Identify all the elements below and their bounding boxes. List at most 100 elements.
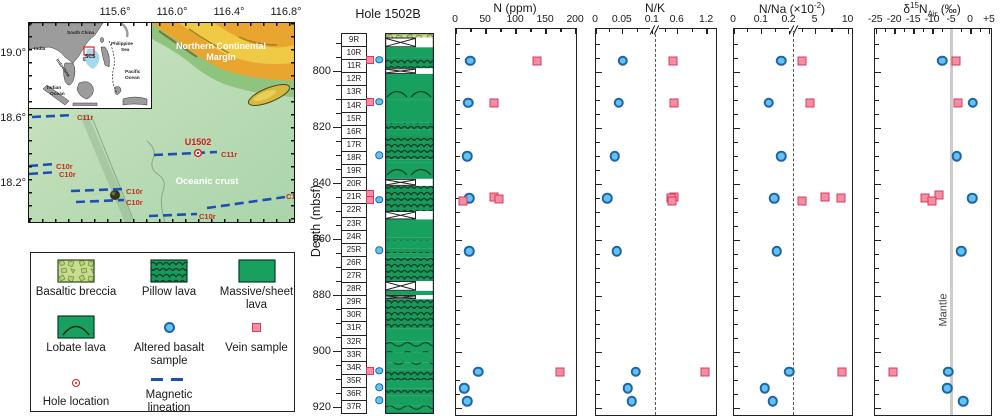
x-minor-tick-mark: [903, 29, 906, 32]
depth-tick-mark: [734, 338, 738, 340]
x-tick-label: 50: [479, 13, 491, 25]
depth-tick-label: 880: [312, 289, 331, 302]
core-label: 15R: [341, 111, 367, 126]
inset-map: South China SCS Philippine Sea Pacific Ocean I…: [28, 22, 152, 109]
core-label: 26R: [341, 255, 367, 270]
x-minor-tick-mark: [530, 29, 532, 32]
x-minor-tick-mark: [801, 29, 804, 32]
depth-tick-mark: [596, 324, 600, 326]
vein-sample-marker: [366, 97, 374, 106]
depth-tick-mark: [596, 44, 600, 46]
lithology-svg: [385, 33, 434, 414]
depth-tick-mark: [734, 268, 738, 270]
depth-minor-tick: [336, 196, 341, 198]
depth-tick-mark: [596, 310, 600, 312]
axis-break-dashed-line: [793, 29, 794, 415]
altered-basalt-sample-icon: [163, 321, 175, 333]
x-tick-mark: [970, 29, 972, 34]
depth-tick-mark: [875, 184, 881, 186]
depth-minor-tick: [336, 210, 341, 212]
magnetic-lineation-icon: [151, 377, 187, 381]
depth-tick-mark: [456, 352, 462, 354]
magnetic-lineation-line: [28, 162, 55, 168]
depth-tick-mark: [596, 170, 600, 172]
x-tick-mark: [894, 29, 896, 34]
depth-tick-mark: [875, 198, 879, 200]
margin-label-line2: Margin: [206, 52, 236, 62]
depth-tick-mark: [875, 240, 881, 242]
depth-minor-tick: [336, 280, 341, 282]
map-bottom-ticks: [29, 219, 294, 222]
magnetic-lineation-line: [31, 113, 75, 119]
x-minor-tick-mark: [747, 29, 749, 32]
x-tick-label: 10: [841, 13, 854, 25]
inset-geo-label: India: [34, 46, 46, 52]
depth-tick-mark: [456, 254, 460, 256]
depth-tick-label: 920: [312, 401, 331, 413]
depth-tick-mark: [734, 408, 740, 409]
legend-item-massive: Massive/sheet lava: [217, 259, 296, 315]
core-label: 35R: [341, 373, 367, 388]
depth-minor-tick: [336, 266, 341, 268]
altered-basalt-point-d15n: [951, 150, 963, 162]
x-tick-label: -10: [924, 13, 940, 25]
seamount-ridge: [247, 84, 291, 106]
x-minor-tick-mark: [500, 29, 502, 32]
depth-tick-mark: [456, 100, 460, 102]
altered-basalt-point-n-na: [768, 192, 780, 204]
depth-tick-mark: [456, 226, 460, 228]
depth-tick-mark: [734, 380, 738, 381]
depth-major-tick: [333, 350, 341, 352]
magnetic-lineation-line: [70, 187, 125, 193]
vein-sample-marker: [366, 366, 374, 375]
depth-tick-label: 840: [312, 177, 331, 190]
altered-basalt-point-n-na: [767, 395, 779, 407]
altered-basalt-point-n-k: [611, 246, 623, 257]
plot-title-n-k: N/K: [644, 1, 665, 15]
margin-ridge-shadow: [188, 28, 230, 54]
depth-minor-tick: [336, 322, 341, 324]
x-tick-label: 100: [506, 13, 524, 25]
depth-tick-mark: [875, 226, 879, 228]
breccia-swatch-icon: [57, 259, 95, 283]
vein-point-n-na: [797, 196, 807, 206]
depth-tick-mark: [875, 72, 881, 74]
depth-tick-mark: [596, 282, 600, 284]
margin-crest: [214, 23, 294, 48]
chron-label: C10r: [59, 170, 76, 179]
depth-tick-mark: [596, 296, 602, 298]
depth-tick-mark: [875, 338, 879, 340]
x-minor-tick-mark: [608, 29, 610, 32]
x-tick-mark: [575, 29, 577, 34]
x-tick-label: 150: [536, 13, 554, 25]
legend-label: Pillow lava: [141, 286, 197, 298]
depth-minor-tick: [336, 56, 341, 58]
depth-tick-mark: [734, 240, 740, 242]
depth-tick-mark: [875, 142, 879, 144]
depth-tick-label: 900: [312, 345, 331, 358]
x-tick-label: 0: [730, 13, 736, 25]
depth-tick-mark: [875, 324, 879, 326]
hole-location-icon: [72, 379, 80, 387]
depth-minor-tick: [336, 98, 341, 100]
altered-basalt-point-n-ppm: [462, 395, 473, 407]
depth-tick-mark: [456, 128, 462, 130]
margin-label-line1: Northern Continental: [176, 41, 266, 51]
depth-tick-mark: [875, 212, 879, 214]
mantle-label: Mantle: [937, 293, 950, 327]
x-tick-label: 5: [811, 13, 818, 25]
depth-minor-tick: [336, 378, 341, 380]
depth-tick-mark: [456, 212, 460, 214]
depth-tick-mark: [734, 100, 738, 102]
latitude-label: 19.0°: [0, 47, 26, 59]
magnetic-lineation-line: [28, 170, 58, 176]
depth-tick-mark: [456, 296, 462, 298]
depth-tick-mark: [596, 156, 600, 158]
x-tick-mark: [847, 29, 850, 34]
x-tick-label: 0.6: [669, 13, 684, 25]
vein-point-n-k: [669, 98, 679, 108]
depth-tick-mark: [596, 254, 600, 256]
depth-tick-mark: [875, 352, 881, 354]
depth-tick-mark: [456, 44, 460, 46]
chron-label: C10r: [126, 198, 143, 207]
